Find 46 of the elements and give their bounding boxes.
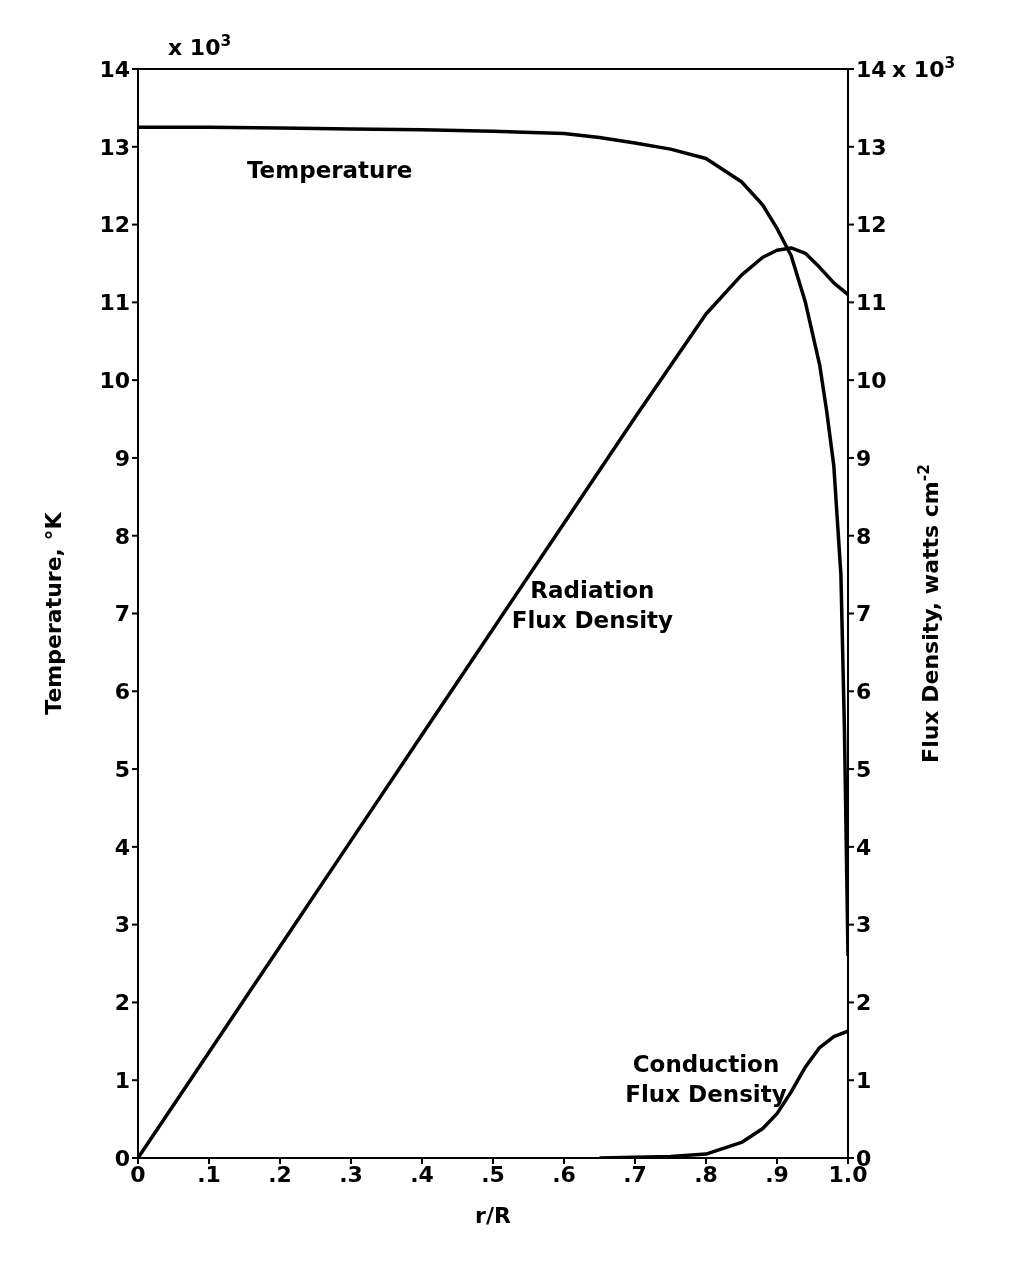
y-tick-label: 12 — [99, 212, 130, 238]
x-tick-label: .9 — [765, 1161, 789, 1187]
y2-tick-label: 14 — [856, 56, 887, 82]
y2-tick-label: 12 — [856, 212, 887, 238]
y2-tick-label: 7 — [856, 601, 872, 627]
x-tick-label: .3 — [339, 1161, 363, 1187]
x-tick-label: 0 — [130, 1161, 146, 1187]
y2-tick-label: 3 — [856, 912, 872, 938]
series-label: Temperature — [246, 156, 413, 183]
x-axis-title: r/R — [475, 1203, 511, 1228]
y-tick-label: 7 — [114, 601, 130, 627]
x-tick-label: .8 — [694, 1161, 718, 1187]
y-tick-label: 11 — [99, 290, 130, 316]
series-label: Radiation Flux Density — [511, 576, 674, 633]
y2-tick-label: 6 — [856, 679, 872, 705]
y-tick-label: 0 — [114, 1145, 130, 1171]
y-tick-label: 2 — [114, 990, 130, 1016]
x-tick-label: .7 — [623, 1161, 647, 1187]
y2-tick-label: 8 — [856, 523, 872, 549]
y2-tick-label: 5 — [856, 756, 872, 782]
x-tick-label: .5 — [481, 1161, 505, 1187]
y2-tick-label: 9 — [856, 445, 872, 471]
y-axis-title: Temperature, °K — [40, 511, 66, 715]
y-tick-label: 4 — [114, 834, 130, 860]
text: x 10$^{3}$ — [892, 54, 956, 82]
y-tick-label: 1 — [114, 1068, 130, 1094]
y-tick-label: 5 — [114, 756, 130, 782]
y2-tick-label: 4 — [856, 834, 872, 860]
y2-tick-label: 2 — [856, 990, 872, 1016]
y-tick-label: 6 — [114, 679, 130, 705]
y-tick-label: 8 — [114, 523, 130, 549]
y2-tick-label: 1 — [856, 1068, 872, 1094]
x-tick-label: .2 — [268, 1161, 292, 1187]
series-label: Conduction Flux Density — [625, 1051, 787, 1108]
y2-tick-label: 10 — [856, 367, 887, 393]
y-tick-label: 14 — [99, 56, 130, 82]
x-tick-label: .4 — [410, 1161, 434, 1187]
y2-tick-label: 13 — [856, 134, 887, 160]
x-tick-label: .6 — [552, 1161, 576, 1187]
y-tick-label: 13 — [99, 134, 130, 160]
x-tick-label: .1 — [197, 1161, 221, 1187]
y-tick-label: 9 — [114, 445, 130, 471]
y-tick-label: 3 — [114, 912, 130, 938]
y2-tick-label: 11 — [856, 290, 887, 316]
y-tick-label: 10 — [99, 367, 130, 393]
text: x 10$^{3}$ — [168, 32, 232, 60]
